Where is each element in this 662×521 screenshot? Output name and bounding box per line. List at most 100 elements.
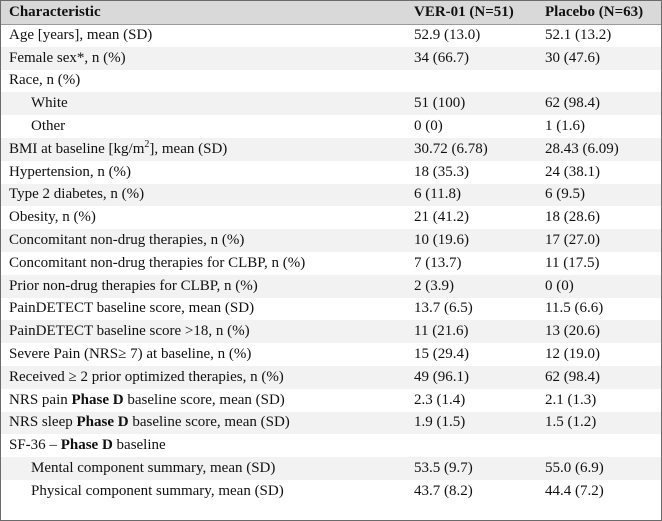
placebo-value: 55.0 (6.9): [545, 460, 604, 477]
table-row: Received ≥ 2 prior optimized therapies, …: [1, 365, 661, 389]
ver01-value: 1.9 (1.5): [414, 414, 466, 431]
header-row: Characteristic VER-01 (N=51) Placebo (N=…: [1, 1, 661, 25]
ver01-value: 0 (0): [414, 118, 443, 135]
row-label: Concomitant non-drug therapies for CLBP,…: [9, 254, 306, 271]
placebo-value: 11 (17.5): [545, 254, 600, 271]
ver01-value: 52.9 (13.0): [414, 27, 481, 44]
placebo-value: 30 (47.6): [545, 49, 600, 66]
table-row: Prior non-drug therapies for CLBP, n (%)…: [1, 274, 661, 298]
table-row: Obesity, n (%) 21 (41.2) 18 (28.6): [1, 206, 661, 229]
ver01-value: 34 (66.7): [414, 49, 469, 66]
placebo-value: 18 (28.6): [545, 209, 600, 226]
table-row: PainDETECT baseline score >18, n (%) 11 …: [1, 320, 661, 344]
superscript: 2: [144, 138, 150, 150]
row-label-text: SF-36 –: [9, 437, 61, 454]
row-label-text: BMI at baseline [kg/m: [9, 140, 145, 157]
ver01-value: 18 (35.3): [414, 163, 469, 180]
placebo-value: 28.43 (6.09): [545, 140, 619, 157]
row-label-bold: Phase D: [71, 391, 124, 408]
ver01-value: 2.3 (1.4): [414, 391, 466, 408]
ver01-value: 6 (11.8): [414, 186, 461, 203]
table-row: White 51 (100) 62 (98.4): [1, 92, 661, 116]
row-label: NRS sleep Phase D baseline score, mean (…: [1, 412, 406, 435]
ver01-value: 30.72 (6.78): [414, 140, 488, 157]
row-label: Other: [31, 118, 66, 135]
row-label: Prior non-drug therapies for CLBP, n (%): [9, 277, 258, 294]
placebo-value: 11.5 (6.6): [545, 300, 604, 317]
placebo-value: 62 (98.4): [545, 95, 600, 112]
table-row: Mental component summary, mean (SD) 53.5…: [1, 457, 661, 480]
ver01-value: 51 (100): [414, 95, 466, 112]
placebo-value: 44.4 (7.2): [545, 482, 604, 499]
placebo-value: 52.1 (13.2): [545, 27, 612, 44]
row-label: Hypertension, n (%): [9, 163, 132, 180]
table-row: Severe Pain (NRS≥ 7) at baseline, n (%) …: [1, 343, 661, 366]
placebo-value: 1 (1.6): [545, 118, 585, 135]
row-label: Physical component summary, mean (SD): [31, 482, 284, 499]
ver01-value: [406, 434, 537, 457]
row-label: Race, n (%): [9, 72, 81, 89]
row-label: Concomitant non-drug therapies, n (%): [9, 232, 245, 249]
ver01-value: 43.7 (8.2): [414, 482, 473, 499]
table-row: Other 0 (0) 1 (1.6): [1, 115, 661, 138]
row-label-text: NRS sleep: [9, 414, 77, 431]
ver01-value: 7 (13.7): [414, 254, 462, 271]
table-row: BMI at baseline [kg/m2], mean (SD) 30.72…: [1, 137, 661, 161]
table-row: NRS sleep Phase D baseline score, mean (…: [1, 411, 661, 435]
placebo-value: 2.1 (1.3): [545, 391, 597, 408]
ver01-value: [406, 70, 537, 93]
ver01-value: 49 (96.1): [414, 368, 469, 385]
ver01-value: 10 (19.6): [414, 232, 469, 249]
header-placebo: Placebo (N=63): [537, 1, 661, 25]
table-row: SF-36 – Phase D baseline: [1, 434, 661, 457]
row-label: Severe Pain (NRS≥ 7) at baseline, n (%): [9, 346, 252, 363]
table-row: Hypertension, n (%) 18 (35.3) 24 (38.1): [1, 161, 661, 184]
row-label: Received ≥ 2 prior optimized therapies, …: [9, 368, 284, 385]
placebo-value: 17 (27.0): [545, 232, 600, 249]
row-label-bold: Phase D: [60, 437, 113, 454]
row-label-text: ], mean (SD): [149, 140, 228, 157]
table-body: Age [years], mean (SD) 52.9 (13.0) 52.1 …: [1, 24, 661, 503]
row-label-text: baseline score, mean (SD): [128, 414, 290, 431]
row-label-text: baseline score, mean (SD): [123, 391, 285, 408]
ver01-value: 2 (3.9): [414, 277, 454, 294]
placebo-value: 0 (0): [545, 277, 574, 294]
table-row: Concomitant non-drug therapies, n (%) 10…: [1, 229, 661, 252]
ver01-value: 21 (41.2): [414, 209, 469, 226]
placebo-value: 1.5 (1.2): [545, 414, 597, 431]
ver01-value: 15 (29.4): [414, 346, 469, 363]
table-header: Characteristic VER-01 (N=51) Placebo (N=…: [1, 1, 661, 25]
ver01-value: 53.5 (9.7): [414, 460, 473, 477]
row-label: White: [31, 95, 68, 112]
table: Characteristic VER-01 (N=51) Placebo (N=…: [1, 1, 661, 503]
ver01-value: 13.7 (6.5): [414, 300, 473, 317]
row-label-text: baseline: [112, 437, 166, 454]
placebo-value: 6 (9.5): [545, 186, 585, 203]
table-row: Race, n (%): [1, 70, 661, 93]
row-label-text: NRS pain: [9, 391, 72, 408]
table-row: Physical component summary, mean (SD) 43…: [1, 480, 661, 503]
row-label: Type 2 diabetes, n (%): [9, 186, 145, 203]
table-row: Age [years], mean (SD) 52.9 (13.0) 52.1 …: [1, 24, 661, 47]
placebo-value: 24 (38.1): [545, 163, 600, 180]
table-row: Female sex*, n (%) 34 (66.7) 30 (47.6): [1, 46, 661, 70]
ver01-value: 11 (21.6): [414, 323, 469, 340]
row-label: Obesity, n (%): [9, 209, 96, 226]
row-label: PainDETECT baseline score, mean (SD): [9, 300, 255, 317]
placebo-value: 62 (98.4): [545, 368, 600, 385]
placebo-value: 13 (20.6): [545, 323, 600, 340]
placebo-value: 12 (19.0): [545, 346, 600, 363]
row-label-bold: Phase D: [76, 414, 129, 431]
row-label: Female sex*, n (%): [9, 49, 126, 66]
header-ver01: VER-01 (N=51): [406, 1, 537, 25]
row-label: Age [years], mean (SD): [9, 27, 153, 44]
table-row: Concomitant non-drug therapies for CLBP,…: [1, 252, 661, 275]
table-row: Type 2 diabetes, n (%) 6 (11.8) 6 (9.5): [1, 183, 661, 207]
row-label: BMI at baseline [kg/m2], mean (SD): [1, 138, 406, 161]
row-label: NRS pain Phase D baseline score, mean (S…: [1, 389, 406, 412]
header-characteristic: Characteristic: [1, 1, 406, 25]
row-label: SF-36 – Phase D baseline: [1, 434, 406, 457]
row-label: Mental component summary, mean (SD): [31, 460, 276, 477]
table-row: NRS pain Phase D baseline score, mean (S…: [1, 389, 661, 412]
